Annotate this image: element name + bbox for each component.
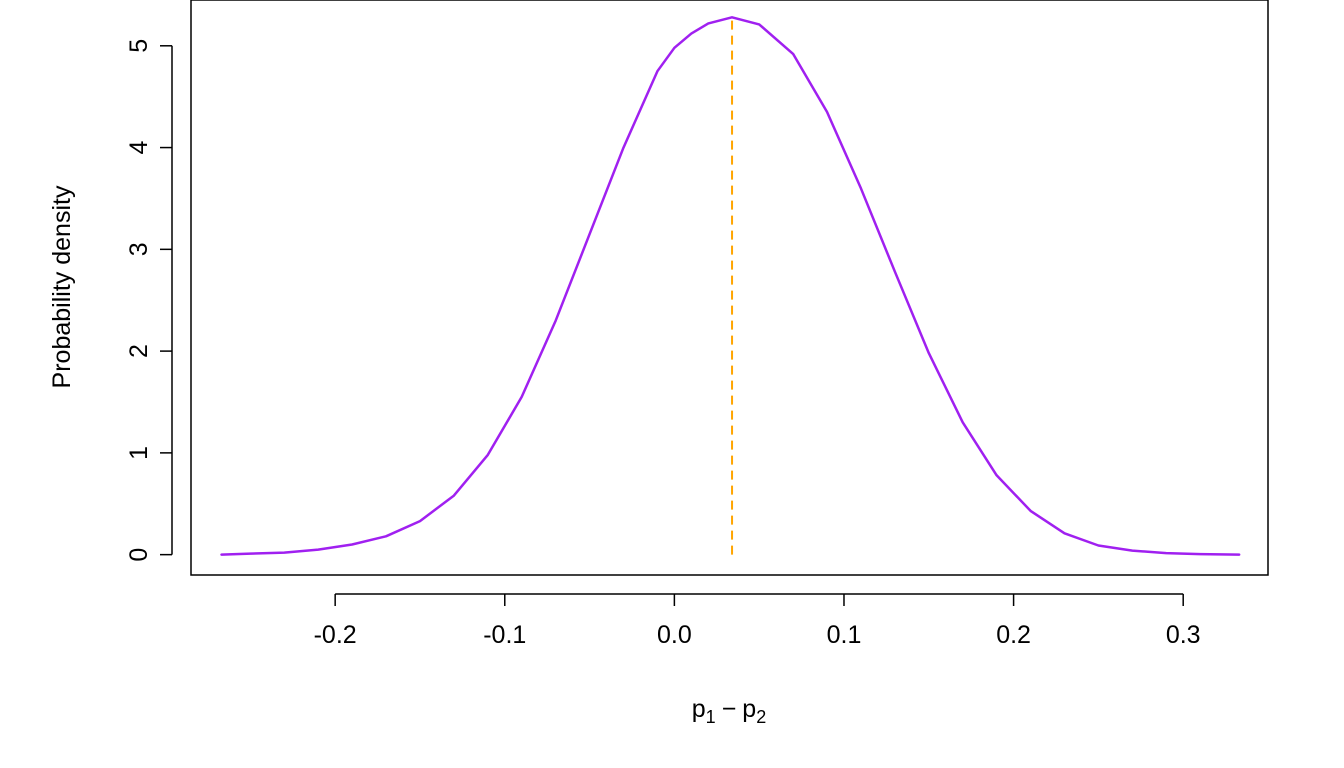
x-axis-title-operator: − [722,695,737,723]
x-tick-label: 0.0 [657,621,692,649]
x-tick-label: -0.2 [314,621,357,649]
y-tick-label: 1 [125,446,153,460]
x-axis-title: p1− p2 [692,695,766,727]
x-axis-title-sub1: 1 [706,707,716,727]
y-tick-label: 3 [125,242,153,256]
x-axis: -0.2 -0.1 0.0 0.1 0.2 0.3 [314,593,1201,649]
y-axis: 0 1 2 3 4 5 [125,39,173,562]
y-tick-label: 2 [125,344,153,358]
y-tick-label: 4 [125,141,153,155]
x-axis-title-var1: p [692,695,706,723]
y-tick-label: 5 [125,39,153,53]
y-tick-label: 0 [125,548,153,562]
density-curve [220,16,1241,556]
x-tick-label: 0.2 [996,621,1031,649]
x-tick-label: 0.3 [1166,621,1201,649]
x-axis-title-var2: p [742,695,756,723]
y-axis-title: Probability density [48,185,76,388]
x-tick-label: 0.1 [827,621,862,649]
x-tick-label: -0.1 [483,621,526,649]
x-axis-title-sub2: 2 [756,707,766,727]
plot-frame [190,0,1269,576]
